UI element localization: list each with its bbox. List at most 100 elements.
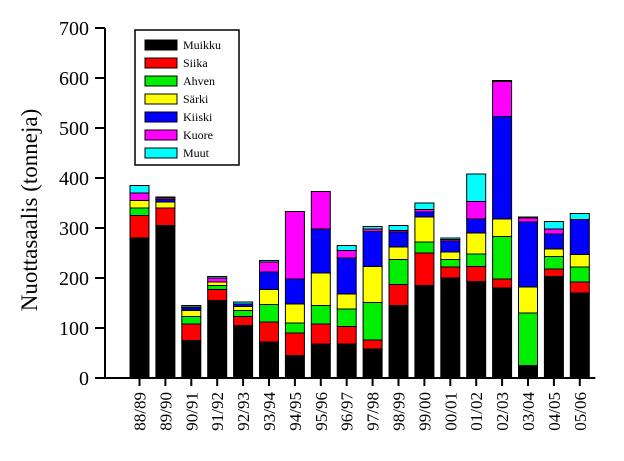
bar-segment-muikku-00-01 [440,277,461,379]
legend-label-särki: Särki [183,92,209,106]
bar-segment-ahven-00-01 [440,259,461,268]
bar-segment-ahven-97-98 [362,302,383,341]
bar-segment-muikku-01-02 [466,281,487,379]
legend-swatch-muikku [144,39,178,51]
legend-label-ahven: Ahven [183,74,215,88]
bar-segment-muikku-03-04 [518,365,538,379]
x-tick-label: 95/96 [312,392,331,431]
bar-segment-ahven-98-99 [388,259,409,285]
bar-segment-muikku-96-97 [336,343,357,379]
bar-segment-särki-94-95 [284,303,305,324]
y-tick-label: 200 [59,268,89,290]
bar-segment-muut-97-98 [362,226,383,230]
bar-segment-särki-99-00 [414,216,435,243]
x-tick-label: 96/97 [338,392,357,431]
bar-segment-muikku-91-92 [207,300,228,379]
bar-segment-ahven-91-92 [207,285,228,290]
bar-segment-särki-88-89 [129,200,150,209]
y-tick-label: 500 [59,118,89,140]
bar-segment-muikku-95-96 [310,343,331,379]
bar-segment-ahven-93-94 [259,304,279,323]
bar-segment-muut-88-89 [129,185,150,194]
x-tick-label: 89/90 [156,392,175,431]
bar-segment-siika-96-97 [336,326,357,345]
legend: Muikku Siika Ahven Särki Kiiski Kuore Muut [134,29,240,166]
bar-segment-muut-93-94 [259,260,279,263]
bar-segment-kiiski-99-00 [414,211,435,218]
bar-segment-muut-04-05 [543,221,564,230]
x-tick-label: 92/93 [234,392,253,431]
x-tick-label: 00/01 [441,392,460,431]
legend-swatch-särki [144,93,178,105]
bar-segment-siika-88-89 [129,215,150,239]
bar-segment-siika-89-90 [155,207,176,226]
bar-segment-särki-92-93 [233,306,254,311]
x-tick-label: 01/02 [467,392,486,431]
bar-segment-kuore-96-97 [336,250,357,259]
bar-segment-kuore-91-92 [207,277,228,283]
bar-segment-muut-96-97 [336,245,357,251]
bar-segment-särki-97-98 [362,266,383,303]
legend-swatch-ahven [144,75,178,87]
bar-segment-muikku-05-06 [569,292,590,379]
bar-segment-siika-99-00 [414,252,435,286]
bar-segment-ahven-88-89 [129,207,150,216]
bar-segment-kuore-94-95 [284,211,305,280]
bar-segment-kuore-03-04 [518,217,538,223]
bar-segment-siika-91-92 [207,289,228,301]
bar-segment-kuore-01-02 [466,201,487,220]
x-tick-label: 98/99 [390,392,409,431]
bar-segment-särki-89-90 [155,201,176,209]
bar-segment-ahven-02-03 [492,236,513,280]
bar-segment-kuore-88-89 [129,192,150,201]
bar-segment-ahven-90-91 [181,316,202,325]
bar-segment-siika-97-98 [362,339,383,350]
bar-segment-kiiski-97-98 [362,231,383,267]
y-tick-label: 400 [59,168,89,190]
legend-label-kuore: Kuore [183,128,213,142]
plot-area: 0 100 200 300 400 500 600 700 88/89 89/90 90/91 91/… [59,18,596,431]
y-tick-label: 700 [59,18,89,40]
bar-segment-muikku-02-03 [492,287,513,379]
bar-segment-muut-02-03 [492,80,513,82]
legend-swatch-kuore [144,129,178,141]
bar-segment-muikku-94-95 [284,355,305,379]
bar-segment-siika-98-99 [388,284,409,306]
x-tick-label: 97/98 [364,392,383,431]
bar-segment-särki-98-99 [388,246,409,260]
bar-segment-muikku-99-00 [414,285,435,379]
legend-swatch-muut [144,147,178,159]
bar-segment-ahven-04-05 [543,256,564,270]
bar-segment-muut-98-99 [388,225,409,231]
bar-segment-kiiski-00-01 [440,240,461,253]
x-tick-label: 02/03 [493,392,512,431]
x-tick-label: 91/92 [208,392,227,431]
legend-swatch-siika [144,57,178,69]
bar-segment-siika-04-05 [543,268,564,277]
bar-segment-ahven-01-02 [466,253,487,267]
bar-segment-muikku-90-91 [181,340,202,379]
x-tick-label: 03/04 [519,392,538,431]
bar-segment-muut-99-00 [414,202,435,210]
bar-segment-muut-92-93 [233,301,254,305]
y-tick-label: 100 [59,318,89,340]
legend-label-kiiski: Kiiski [183,110,213,124]
bar-segment-särki-90-91 [181,310,202,317]
bar-segment-muikku-04-05 [543,276,564,379]
x-tick-label: 88/89 [131,392,150,431]
y-axis-title: Nuottasaalis (tonneja) [17,109,42,311]
bar-segment-siika-02-03 [492,278,513,289]
bar-segment-siika-95-96 [310,323,331,345]
legend-label-siika: Siika [183,56,208,70]
x-tick-label: 94/95 [286,392,305,431]
bar-segment-särki-91-92 [207,281,228,286]
bar-segment-kuore-04-05 [543,228,564,235]
y-tick-label: 300 [59,218,89,240]
x-tick-label: 05/06 [571,392,590,431]
bar-segment-kuore-02-03 [492,81,513,117]
bar-segment-muikku-88-89 [129,237,150,379]
bar-segment-särki-93-94 [259,289,279,305]
bar-segment-kiiski-01-02 [466,218,487,234]
y-tick-label: 600 [59,68,89,90]
bar-segment-särki-04-05 [543,248,564,257]
